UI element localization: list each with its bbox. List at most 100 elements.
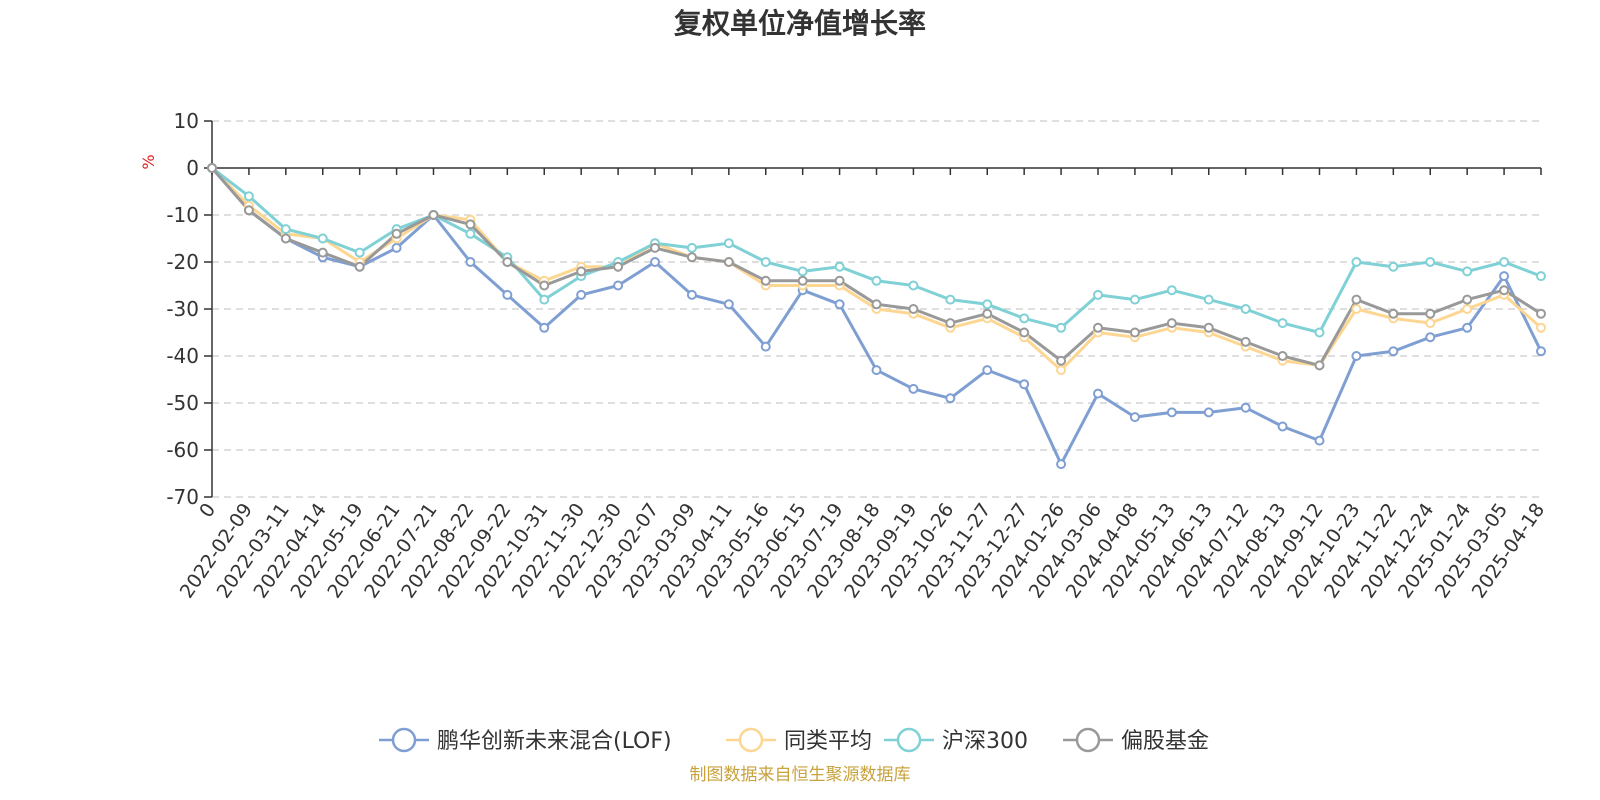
data-point <box>391 228 402 239</box>
data-point <box>760 341 771 352</box>
data-point <box>1388 308 1399 319</box>
data-point <box>465 219 476 230</box>
data-point <box>797 275 808 286</box>
series-line <box>210 166 1543 466</box>
data-point <box>207 163 217 173</box>
data-point <box>539 294 550 305</box>
data-point <box>723 299 734 310</box>
data-point <box>760 257 771 267</box>
data-point <box>871 299 882 310</box>
data-point <box>1499 285 1510 296</box>
data-point <box>686 289 697 300</box>
data-point <box>1536 271 1546 282</box>
data-point <box>908 304 919 314</box>
y-tick-label: -40 <box>166 344 199 368</box>
data-point <box>834 299 845 310</box>
legend-marker-icon <box>1075 727 1101 753</box>
data-point <box>1240 336 1251 347</box>
data-point <box>797 266 808 277</box>
data-point <box>1166 407 1177 418</box>
data-point <box>871 275 882 286</box>
legend-marker-icon <box>896 727 922 753</box>
data-point <box>1093 322 1103 333</box>
data-point <box>280 224 291 235</box>
data-point <box>1019 379 1030 390</box>
data-point <box>1056 322 1067 333</box>
data-point <box>354 247 365 258</box>
data-point <box>1536 308 1546 319</box>
data-point <box>945 393 956 404</box>
x-tick-label: 0 <box>195 499 220 522</box>
data-point <box>982 299 993 310</box>
data-point <box>1056 365 1067 376</box>
data-point <box>1129 412 1140 423</box>
data-point <box>1425 308 1436 319</box>
series-layer <box>207 163 1546 470</box>
legend-label: 鹏华创新未来混合(LOF) <box>437 729 672 754</box>
data-point <box>1277 351 1288 361</box>
data-point <box>428 210 439 220</box>
data-point <box>1019 327 1030 338</box>
data-point <box>1499 257 1510 267</box>
legend-marker-icon <box>391 727 417 753</box>
legend[interactable]: 鹏华创新未来混合(LOF) 同类平均 沪深300 偏股基金 <box>379 727 1209 754</box>
y-tick-label: 0 <box>186 156 199 180</box>
y-tick-label: -30 <box>166 297 199 321</box>
data-point <box>1056 459 1067 470</box>
data-point <box>1536 322 1546 333</box>
data-point <box>539 280 550 291</box>
data-point <box>1388 261 1399 272</box>
data-point <box>1203 322 1214 333</box>
data-point <box>1129 294 1140 305</box>
legend-marker-icon <box>738 727 764 753</box>
data-point <box>1351 304 1362 314</box>
data-point <box>1277 318 1288 329</box>
data-point <box>908 280 919 291</box>
data-point <box>1203 294 1214 305</box>
y-axis-unit: % <box>139 154 158 169</box>
legend-item[interactable]: 偏股基金 <box>1063 727 1209 754</box>
data-point <box>502 289 513 300</box>
data-point <box>1351 294 1362 305</box>
data-point <box>1093 289 1103 300</box>
data-point <box>1314 360 1325 371</box>
data-point <box>1277 421 1288 432</box>
data-point <box>465 257 476 267</box>
data-point <box>1240 304 1251 314</box>
legend-label: 偏股基金 <box>1121 729 1209 754</box>
data-point <box>280 233 291 244</box>
data-point <box>1166 285 1177 296</box>
y-tick-label: -60 <box>166 438 199 462</box>
data-point <box>1019 313 1030 324</box>
y-tick-label: -10 <box>166 203 199 227</box>
data-point <box>1314 435 1325 446</box>
data-point <box>1425 318 1436 329</box>
data-point <box>502 257 513 267</box>
data-point <box>945 318 956 329</box>
data-point <box>1425 257 1436 267</box>
legend-item[interactable]: 沪深300 <box>884 727 1028 754</box>
data-point <box>1425 332 1436 343</box>
legend-item[interactable]: 鹏华创新未来混合(LOF) <box>379 727 672 754</box>
legend-item[interactable]: 同类平均 <box>726 727 872 754</box>
data-point <box>1056 355 1067 366</box>
data-point <box>908 383 919 394</box>
data-point <box>1499 271 1510 282</box>
data-point <box>539 322 550 333</box>
data-point <box>1203 407 1214 418</box>
data-point <box>1462 322 1473 333</box>
chart-title: 复权单位净值增长率 <box>674 7 926 40</box>
data-point <box>834 261 845 272</box>
data-point <box>354 261 365 272</box>
data-point <box>650 257 660 267</box>
y-tick-label: -70 <box>166 485 199 509</box>
y-tick-label: -50 <box>166 391 199 415</box>
data-point <box>982 308 993 319</box>
data-point <box>243 191 254 202</box>
data-point <box>650 242 660 253</box>
data-point <box>945 294 956 305</box>
legend-label: 沪深300 <box>942 729 1028 754</box>
data-point <box>982 365 993 376</box>
data-point <box>1462 304 1473 314</box>
